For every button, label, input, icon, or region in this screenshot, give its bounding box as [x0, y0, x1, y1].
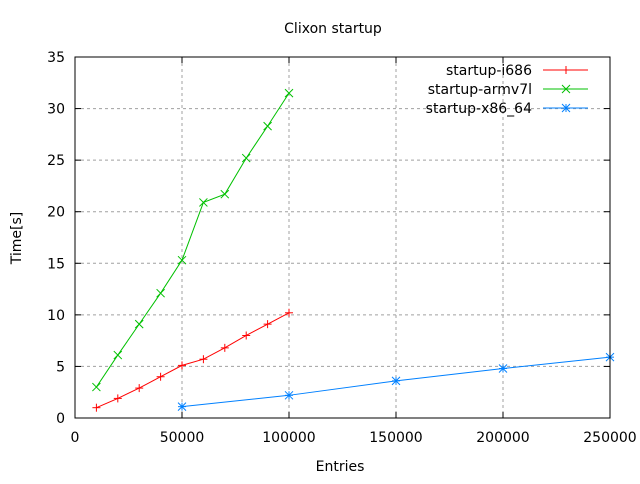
- y-tick-label: 15: [47, 256, 65, 272]
- marker-cross: [284, 88, 294, 98]
- legend-marker: [561, 103, 571, 113]
- y-tick-label: 0: [56, 411, 65, 427]
- data-point: [284, 88, 294, 98]
- data-point: [220, 189, 230, 199]
- x-tick-label: 100000: [262, 430, 315, 446]
- x-tick-label: 50000: [160, 430, 205, 446]
- marker-cross: [561, 84, 571, 94]
- series-startup-i686: [92, 308, 293, 412]
- data-point: [178, 361, 186, 370]
- legend-marker: [562, 66, 570, 74]
- data-point: [134, 319, 144, 329]
- legend-label: startup-x86_64: [426, 101, 532, 117]
- chart-title: Clixon startup: [284, 21, 382, 37]
- data-point: [285, 308, 293, 317]
- y-tick-label: 30: [47, 102, 65, 118]
- marker-cross: [263, 121, 272, 131]
- data-point: [177, 255, 187, 265]
- x-axis-label: Entries: [316, 459, 365, 475]
- series-line: [96, 312, 290, 409]
- data-point: [156, 288, 165, 298]
- y-tick-label: 5: [56, 359, 65, 375]
- x-tick-label: 150000: [369, 430, 422, 446]
- marker-cross: [391, 376, 401, 386]
- legend-label: startup-armv7l: [428, 82, 532, 98]
- legend-label: startup-i686: [446, 63, 532, 79]
- y-tick-label: 25: [47, 153, 65, 169]
- data-point: [391, 376, 401, 386]
- data-point: [220, 343, 229, 352]
- data-point: [92, 382, 101, 392]
- data-point: [284, 390, 294, 400]
- marker-cross: [284, 390, 294, 400]
- data-point: [242, 331, 251, 340]
- marker-cross: [92, 382, 101, 392]
- data-point: [113, 350, 123, 360]
- marker-cross: [113, 350, 123, 360]
- y-axis-label: Time[s]: [9, 212, 25, 265]
- data-point: [135, 384, 144, 393]
- data-point: [241, 153, 251, 163]
- marker-cross: [498, 364, 508, 373]
- series-startup-x86_64: [177, 352, 615, 412]
- data-point: [177, 402, 187, 412]
- x-tick-label: 250000: [583, 430, 636, 446]
- data-point: [156, 372, 165, 381]
- data-point: [199, 198, 208, 207]
- marker-cross: [241, 153, 251, 163]
- marker-cross: [134, 319, 144, 329]
- data-point: [199, 355, 208, 364]
- y-tick-label: 20: [47, 205, 65, 221]
- data-point: [92, 403, 101, 412]
- data-point: [263, 320, 272, 329]
- marker-cross: [177, 402, 187, 412]
- marker-cross: [177, 255, 187, 265]
- x-tick-label: 0: [71, 430, 80, 446]
- data-point: [263, 121, 272, 131]
- plot-border: [74, 56, 611, 419]
- legend-marker: [561, 84, 571, 94]
- marker-cross: [156, 288, 165, 298]
- x-tick-label: 200000: [476, 430, 529, 446]
- y-tick-label: 35: [47, 50, 65, 66]
- marker-cross: [199, 198, 208, 207]
- data-point: [113, 394, 122, 403]
- marker-cross: [561, 103, 571, 113]
- series-startup-armv7l: [92, 88, 294, 392]
- marker-cross: [220, 189, 230, 199]
- y-tick-label: 10: [47, 308, 65, 324]
- series-line: [95, 92, 290, 388]
- data-point: [498, 364, 508, 373]
